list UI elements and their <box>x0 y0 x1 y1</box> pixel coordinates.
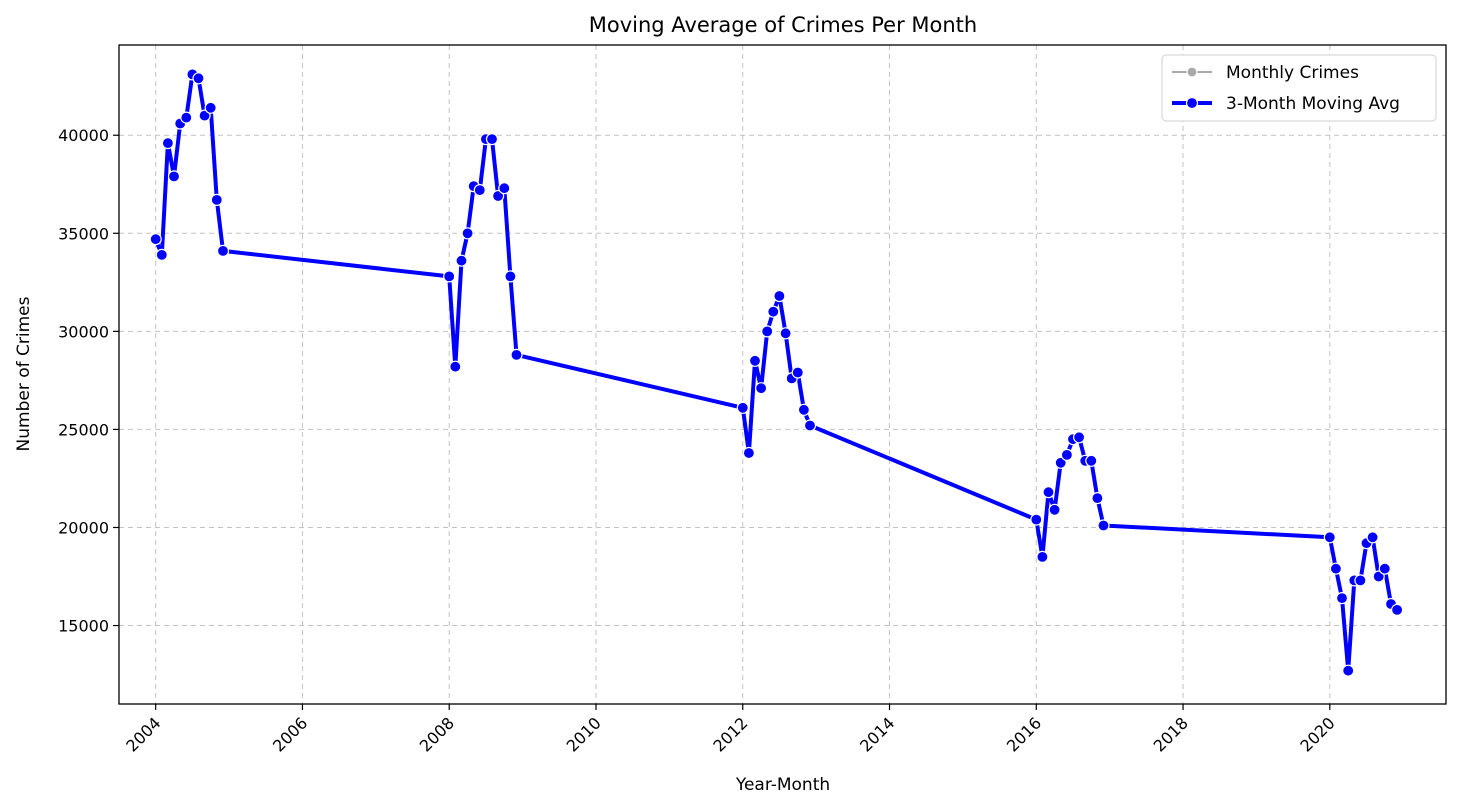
data-point <box>167 170 181 183</box>
series-layer <box>149 68 1404 677</box>
data-point <box>1329 562 1343 575</box>
data-point <box>1342 664 1355 677</box>
data-point <box>1091 492 1104 505</box>
data-point <box>1097 519 1110 532</box>
y-tick-label: 35000 <box>58 224 109 243</box>
data-point <box>1378 562 1391 575</box>
legend-label-moving-avg: 3-Month Moving Avg <box>1226 94 1400 114</box>
y-tick-label: 15000 <box>58 617 109 636</box>
data-point <box>449 360 462 373</box>
data-point <box>754 382 768 395</box>
x-tick-label: 2018 <box>1150 713 1192 755</box>
data-point <box>748 354 762 367</box>
data-point <box>1390 603 1404 617</box>
legend-marker-monthly-crimes <box>1186 66 1198 78</box>
data-point <box>797 403 811 416</box>
x-tick-label: 2020 <box>1296 713 1338 755</box>
y-tick-label: 25000 <box>58 420 109 439</box>
data-point <box>767 305 780 318</box>
plot-frame <box>118 44 1447 705</box>
data-point <box>1036 550 1049 564</box>
data-point <box>1354 574 1367 587</box>
y-tick-label: 20000 <box>58 518 109 537</box>
data-point <box>761 325 774 338</box>
x-tick-label: 2006 <box>269 713 311 755</box>
data-point <box>210 193 223 206</box>
data-point <box>498 182 511 195</box>
legend-box <box>1161 54 1437 122</box>
x-tick-label: 2008 <box>416 713 458 755</box>
data-point <box>492 189 505 203</box>
x-axis-label: Year-Month <box>735 775 830 795</box>
data-point <box>1060 448 1074 461</box>
x-axis: 2004 2006 2008 2010 2012 2014 2016 2018 2020 <box>122 704 1339 756</box>
y-tick-label: 30000 <box>58 322 109 341</box>
x-tick-label: 2012 <box>709 713 751 755</box>
data-point <box>742 446 756 460</box>
data-point <box>485 133 499 146</box>
data-point <box>192 72 205 85</box>
data-point <box>736 401 749 414</box>
data-point <box>216 244 230 257</box>
data-point <box>1030 513 1043 526</box>
data-point <box>1335 591 1349 605</box>
data-point <box>461 227 474 240</box>
data-point <box>1072 431 1086 444</box>
data-point <box>161 137 174 150</box>
y-axis-label: Number of Crimes <box>14 296 34 451</box>
data-point <box>1323 531 1336 544</box>
data-point <box>455 254 468 267</box>
data-point <box>504 270 517 283</box>
data-point <box>773 289 786 303</box>
data-point <box>779 327 792 340</box>
data-point <box>510 348 523 361</box>
data-point <box>1366 531 1379 544</box>
data-point <box>443 270 456 283</box>
chart-title: Moving Average of Crimes Per Month <box>589 13 977 37</box>
legend-label-monthly-crimes: Monthly Crimes <box>1226 63 1359 83</box>
legend-marker-moving-avg <box>1185 96 1199 110</box>
legend: Monthly Crimes 3-Month Moving Avg <box>1161 54 1437 122</box>
data-point <box>155 248 168 261</box>
x-tick-label: 2004 <box>122 713 164 755</box>
data-point <box>1048 503 1061 516</box>
y-tick-label: 40000 <box>58 126 109 145</box>
data-point <box>1042 486 1055 499</box>
x-tick-label: 2010 <box>563 713 605 755</box>
y-axis: 15000 20000 25000 30000 35000 40000 <box>58 126 119 636</box>
grid <box>119 45 1446 704</box>
data-point <box>204 101 217 114</box>
x-tick-label: 2016 <box>1003 713 1045 755</box>
data-point <box>180 111 193 124</box>
series-line <box>153 72 1400 673</box>
x-tick-label: 2014 <box>856 713 898 755</box>
data-point <box>1054 456 1067 469</box>
data-point <box>149 233 162 246</box>
data-point <box>473 184 486 197</box>
data-point <box>803 419 817 432</box>
data-point <box>791 366 804 379</box>
data-point <box>1085 454 1098 467</box>
